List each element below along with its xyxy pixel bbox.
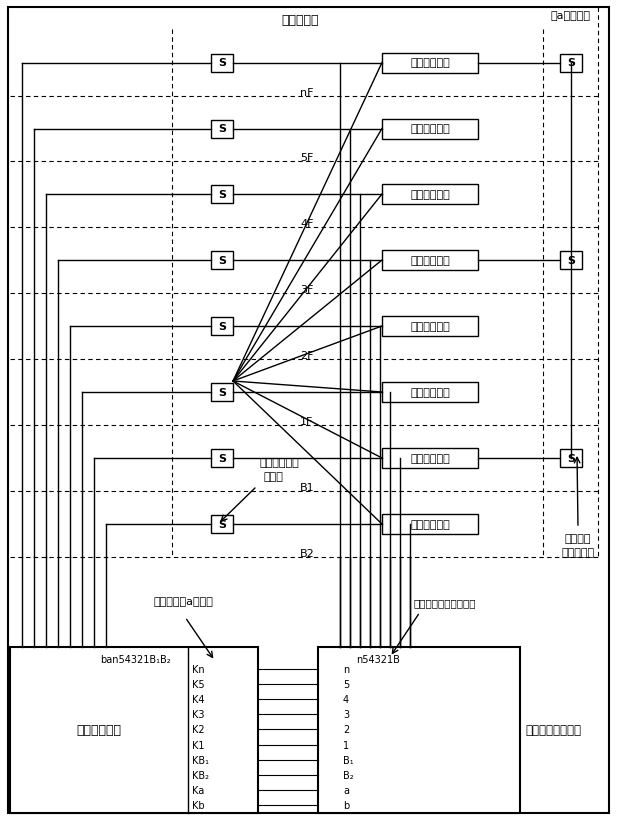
- Text: K3: K3: [192, 709, 204, 719]
- Text: 誘導音装置等: 誘導音装置等: [410, 322, 450, 332]
- Text: S: S: [567, 58, 575, 69]
- Bar: [382, 251, 478, 270]
- Text: S: S: [218, 256, 226, 265]
- Text: （自火報用）: （自火報用）: [260, 458, 300, 468]
- Text: Kn: Kn: [192, 664, 205, 674]
- Text: 感知器: 感知器: [264, 472, 284, 482]
- Bar: [382, 449, 478, 468]
- Text: 自火報受信機: 自火報受信機: [77, 724, 122, 736]
- Bar: [318, 647, 520, 813]
- Text: B₂: B₂: [343, 770, 354, 780]
- Text: B₁: B₁: [343, 755, 354, 765]
- Bar: [211, 186, 233, 204]
- Text: 誘導音装置等: 誘導音装置等: [410, 190, 450, 200]
- Text: ban54321B₁B₂: ban54321B₁B₂: [100, 654, 171, 664]
- Text: 誘導音装置等: 誘導音装置等: [410, 454, 450, 464]
- Bar: [560, 450, 582, 468]
- Text: 誘導音装置等: 誘導音装置等: [410, 58, 450, 69]
- Text: （居　室）: （居 室）: [281, 13, 319, 26]
- Text: 4: 4: [343, 695, 349, 704]
- Text: S: S: [218, 454, 226, 464]
- Bar: [211, 515, 233, 533]
- Text: 煙感知器: 煙感知器: [565, 533, 591, 543]
- Text: n: n: [343, 664, 349, 674]
- Text: K4: K4: [192, 695, 204, 704]
- Bar: [211, 54, 233, 72]
- Text: K5: K5: [192, 679, 205, 690]
- Text: b: b: [343, 800, 349, 810]
- Text: S: S: [218, 190, 226, 200]
- Bar: [382, 53, 478, 74]
- Bar: [211, 450, 233, 468]
- Text: 移報端子（a接点）: 移報端子（a接点）: [153, 596, 213, 606]
- Text: B1: B1: [300, 482, 315, 492]
- Text: Kb: Kb: [192, 800, 205, 810]
- Text: 1F: 1F: [300, 417, 313, 427]
- Bar: [560, 54, 582, 72]
- Text: （停止用）: （停止用）: [561, 547, 595, 557]
- Text: 誘導音装置等: 誘導音装置等: [410, 124, 450, 134]
- Bar: [382, 185, 478, 205]
- Text: 5F: 5F: [300, 153, 313, 163]
- Text: S: S: [218, 519, 226, 529]
- Text: 誘導音装置等: 誘導音装置等: [410, 519, 450, 529]
- Text: S: S: [218, 322, 226, 332]
- Text: 誘導音装置等: 誘導音装置等: [410, 387, 450, 397]
- Text: Ka: Ka: [192, 785, 204, 795]
- Bar: [211, 318, 233, 336]
- Text: 3: 3: [343, 709, 349, 719]
- Text: 5: 5: [343, 679, 349, 690]
- Text: 誘導音・点滅信号端子: 誘導音・点滅信号端子: [414, 597, 476, 607]
- Text: S: S: [218, 58, 226, 69]
- Text: S: S: [218, 124, 226, 134]
- Bar: [211, 120, 233, 138]
- Text: 1: 1: [343, 740, 349, 749]
- Bar: [382, 317, 478, 337]
- Text: n54321B: n54321B: [356, 654, 400, 664]
- Text: K2: K2: [192, 725, 205, 735]
- Bar: [211, 383, 233, 401]
- Text: K1: K1: [192, 740, 204, 749]
- Text: KB₁: KB₁: [192, 755, 209, 765]
- Text: nF: nF: [300, 88, 313, 98]
- Text: （a階段室）: （a階段室）: [551, 11, 591, 21]
- Text: S: S: [567, 256, 575, 265]
- Bar: [211, 251, 233, 269]
- Text: a: a: [343, 785, 349, 795]
- Text: 4F: 4F: [300, 219, 313, 229]
- Text: 2: 2: [343, 725, 349, 735]
- Bar: [10, 647, 258, 813]
- Bar: [382, 382, 478, 402]
- Text: B2: B2: [300, 549, 315, 559]
- Text: S: S: [567, 454, 575, 464]
- Text: 3F: 3F: [300, 285, 313, 295]
- Text: 誘導音装置等: 誘導音装置等: [410, 256, 450, 265]
- Text: 2F: 2F: [300, 351, 313, 360]
- Text: KB₂: KB₂: [192, 770, 209, 780]
- Bar: [382, 120, 478, 139]
- Text: S: S: [218, 387, 226, 397]
- Text: 誘導灯用信号装置: 誘導灯用信号装置: [525, 724, 581, 736]
- Bar: [382, 514, 478, 534]
- Bar: [560, 251, 582, 269]
